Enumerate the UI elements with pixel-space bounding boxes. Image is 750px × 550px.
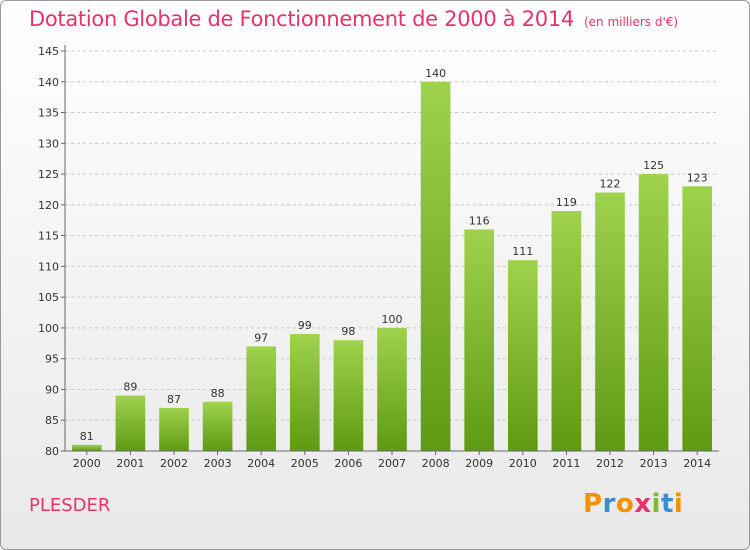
x-tick-label: 2013 <box>640 457 668 470</box>
commune-name: PLESDER <box>29 495 111 516</box>
y-tick-label: 120 <box>38 199 59 212</box>
bar <box>115 395 146 451</box>
bar-value-label: 125 <box>643 159 664 172</box>
bar <box>246 346 277 451</box>
y-tick-label: 130 <box>38 137 59 150</box>
y-tick-label: 100 <box>38 322 59 335</box>
logo-letter: x <box>634 489 652 519</box>
bar-value-label: 119 <box>556 196 577 209</box>
x-tick-label: 2005 <box>291 457 319 470</box>
y-tick-label: 115 <box>38 230 59 243</box>
bar <box>202 401 233 451</box>
title-unit: (en milliers d'€) <box>583 15 679 29</box>
bar <box>159 407 189 451</box>
x-tick-label: 2010 <box>509 457 537 470</box>
logo-letter: i <box>651 489 661 519</box>
y-tick-label: 90 <box>45 383 59 396</box>
bar-value-label: 81 <box>80 430 94 443</box>
y-tick-label: 135 <box>38 107 59 120</box>
labels: 80 85 90 95 100 105 110 115 120 125 130 135 140 145 81… <box>38 45 711 470</box>
logo-letter: P <box>583 489 603 519</box>
x-tick-label: 2014 <box>683 457 711 470</box>
bar <box>507 260 538 451</box>
bar <box>595 192 625 452</box>
proxiti-logo: Proxiti <box>583 489 683 519</box>
bar <box>638 174 669 452</box>
x-tick-label: 2007 <box>378 457 406 470</box>
y-tick-label: 85 <box>45 414 59 427</box>
x-tick-label: 2002 <box>160 457 188 470</box>
bar-value-label: 89 <box>123 381 137 394</box>
bar-value-label: 97 <box>254 331 268 344</box>
logo-letter: r <box>602 489 616 519</box>
bar-value-label: 88 <box>211 387 225 400</box>
x-tick-label: 2008 <box>422 457 450 470</box>
x-tick-label: 2006 <box>334 457 362 470</box>
y-tick-label: 125 <box>38 168 59 181</box>
x-tick-label: 2011 <box>552 457 580 470</box>
logo-letter: t <box>660 489 674 519</box>
bar-value-label: 100 <box>382 313 403 326</box>
x-tick-label: 2000 <box>73 457 101 470</box>
bar-value-label: 123 <box>687 171 708 184</box>
bar <box>289 334 320 451</box>
x-tick-label: 2012 <box>596 457 624 470</box>
x-tick-label: 2001 <box>116 457 144 470</box>
bar-value-label: 116 <box>469 214 490 227</box>
bar <box>464 229 495 451</box>
chart-title: Dotation Globale de Fonctionnement de 20… <box>29 7 678 31</box>
bar-value-label: 140 <box>425 67 446 80</box>
y-tick-label: 95 <box>45 353 59 366</box>
x-tick-label: 2009 <box>465 457 493 470</box>
bar-value-label: 87 <box>167 393 181 406</box>
y-tick-label: 80 <box>45 445 59 458</box>
y-tick-label: 140 <box>38 76 59 89</box>
y-tick-label: 110 <box>38 260 59 273</box>
bar-value-label: 99 <box>298 319 312 332</box>
axes <box>61 45 719 455</box>
bar <box>682 186 713 451</box>
bar <box>333 340 364 451</box>
logo-letter: o <box>615 489 635 519</box>
bar <box>420 81 451 452</box>
bar <box>71 444 102 451</box>
bar-value-label: 122 <box>600 178 621 191</box>
y-tick-label: 105 <box>38 291 59 304</box>
bar-value-label: 111 <box>512 245 533 258</box>
x-tick-label: 2003 <box>204 457 232 470</box>
bar <box>377 327 407 451</box>
y-tick-label: 145 <box>38 45 59 58</box>
x-tick-label: 2004 <box>247 457 275 470</box>
bars <box>71 81 713 452</box>
title-text: Dotation Globale de Fonctionnement de 20… <box>29 7 574 31</box>
logo-letter: i <box>673 489 684 519</box>
bar-value-label: 98 <box>341 325 355 338</box>
bar <box>551 211 582 451</box>
